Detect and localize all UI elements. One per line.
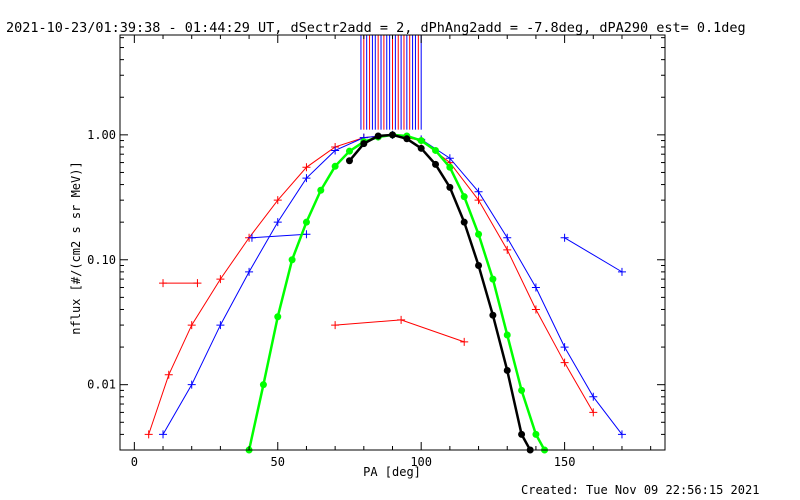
top-markers (360, 35, 422, 130)
series-7-dot-12 (518, 430, 526, 438)
series-3-point-14 (560, 343, 569, 352)
series-7-dot-9 (475, 261, 483, 269)
series-0-point-6 (302, 163, 311, 172)
series-6-dot-4 (302, 218, 310, 226)
x-tick-label-3: 150 (554, 455, 576, 469)
series-7-dot-8 (460, 218, 468, 226)
series-2-point-1 (193, 279, 202, 288)
series-3-point-3 (245, 267, 254, 276)
series-2-point-0 (159, 279, 168, 288)
created-timestamp: Created: Tue Nov 09 22:56:15 2021 (521, 483, 759, 497)
y-tick-label-2: 1.00 (87, 128, 116, 142)
series-3-point-15 (589, 392, 598, 401)
series-0-point-12 (474, 196, 483, 205)
x-tick-label-2: 100 (410, 455, 432, 469)
series-0-point-13 (503, 245, 512, 254)
series-0-point-14 (531, 305, 540, 314)
y-axis-label: nflux [#/(cm2 s sr MeV)] (69, 161, 83, 334)
series-3-point-10 (445, 154, 454, 163)
series-7-dot-2 (374, 132, 382, 140)
series-4-point-1 (302, 230, 311, 239)
series-6-dot-19 (518, 386, 526, 394)
series-5-line (564, 237, 623, 273)
series-7-dot-10 (489, 311, 497, 319)
series-3-point-4 (273, 218, 282, 227)
series-6-dot-13 (432, 146, 440, 154)
series-1-point-0 (331, 321, 340, 330)
series-0-point-1 (164, 370, 173, 379)
series-6-dot-14 (446, 163, 454, 171)
series-7-dot-3 (389, 131, 396, 139)
series-7-dot-7 (446, 183, 454, 191)
series-3-point-2 (216, 321, 225, 330)
series-0-point-3 (216, 275, 225, 284)
series-6-dot-6 (331, 162, 339, 170)
series-3-point-6 (331, 146, 340, 155)
y-tick-label-1: 0.10 (87, 253, 116, 267)
chart-marks (144, 130, 626, 454)
series-1-line (335, 319, 465, 343)
x-tick-label-1: 50 (271, 455, 285, 469)
series-3-point-0 (159, 430, 168, 439)
x-tick-label-0: 0 (131, 455, 138, 469)
series-6-dot-17 (489, 275, 497, 283)
series-3-point-13 (531, 283, 540, 292)
series-6-dot-12 (417, 137, 425, 145)
series-6-curve (247, 133, 546, 451)
series-1-point-2 (460, 337, 469, 346)
series-6-dot-1 (259, 381, 267, 389)
series-6-dot-16 (475, 230, 483, 238)
series-0-line (148, 134, 594, 435)
axis-ticks: 0 50 100 150 0.01 0.10 1.00 (87, 35, 665, 469)
series-0-point-2 (187, 321, 196, 330)
chart-title: 2021-10-23/01:39:38 - 01:44:29 UT, dSect… (6, 20, 746, 36)
series-4-line (251, 233, 307, 239)
series-6-dot-20 (532, 430, 540, 438)
series-7-dot-5 (417, 144, 425, 152)
y-tick-label-0: 0.01 (87, 378, 116, 392)
series-6-dot-2 (274, 313, 282, 321)
series-4-point-0 (247, 233, 256, 242)
series-7-dot-0 (345, 157, 353, 165)
series-3-point-5 (302, 174, 311, 183)
series-3-point-12 (503, 233, 512, 242)
series-1-point-1 (397, 315, 406, 324)
series-6-dot-5 (317, 186, 325, 194)
series-0-point-0 (144, 430, 153, 439)
series-3-point-16 (617, 430, 626, 439)
series-7-dot-4 (403, 135, 411, 143)
series-0-point-5 (273, 196, 282, 205)
series-7-dot-1 (360, 140, 368, 148)
series-5-point-0 (560, 233, 569, 242)
series-7-curve (348, 133, 532, 451)
series-3-line (162, 134, 623, 435)
series-0-point-15 (560, 358, 569, 367)
series-7-dot-11 (503, 366, 511, 374)
series-5-point-1 (617, 267, 626, 276)
series-0-point-16 (589, 408, 598, 417)
series-7-dot-6 (432, 160, 440, 168)
series-3-point-1 (187, 380, 196, 389)
series-3-point-11 (474, 187, 483, 196)
series-6-dot-7 (345, 147, 353, 155)
series-6-dot-3 (288, 256, 296, 264)
x-axis-label: PA [deg] (363, 465, 421, 479)
series-6-dot-15 (460, 193, 468, 201)
series-6-dot-18 (503, 331, 511, 339)
